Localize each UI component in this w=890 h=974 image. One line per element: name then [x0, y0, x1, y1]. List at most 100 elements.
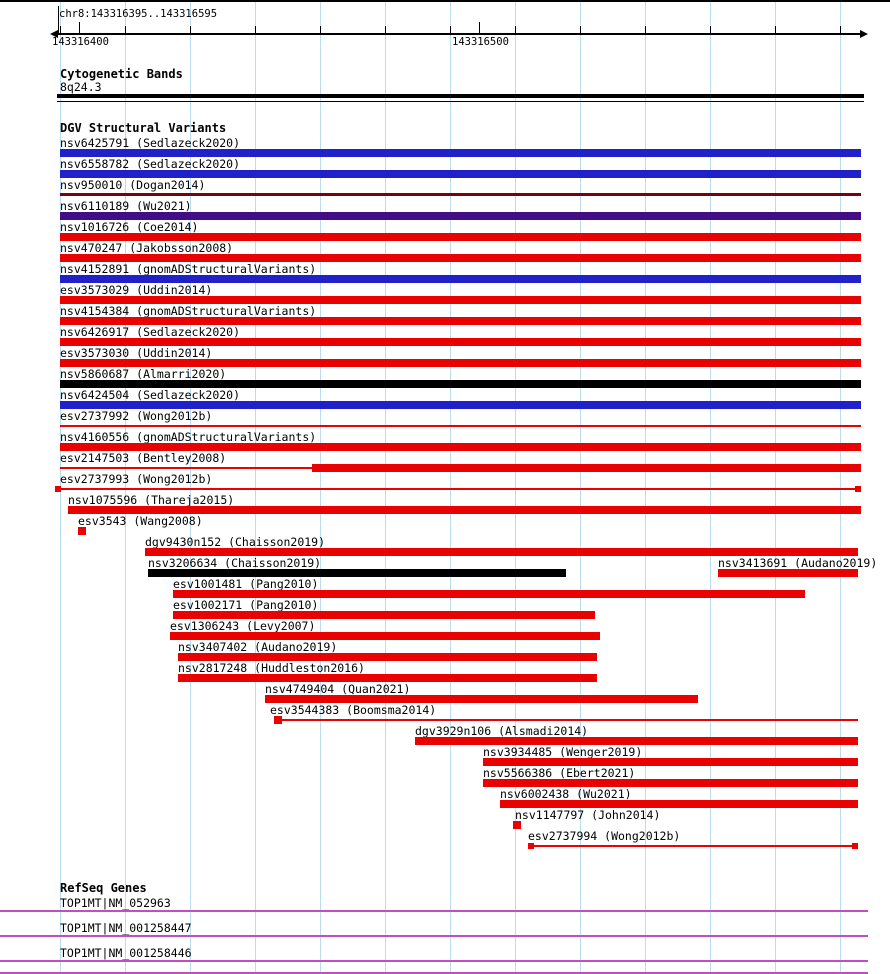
- variant-label[interactable]: nsv4160556 (gnomADStructuralVariants): [60, 430, 317, 444]
- variant-bar[interactable]: [312, 464, 861, 472]
- gene-line[interactable]: [0, 935, 868, 937]
- variant-bar[interactable]: [282, 719, 858, 721]
- gene-line[interactable]: [0, 910, 868, 912]
- variant-label[interactable]: nsv950010 (Dogan2014): [60, 178, 206, 192]
- variant-label[interactable]: nsv4154384 (gnomADStructuralVariants): [60, 304, 317, 318]
- ruler-tick-label: 143316500: [452, 36, 509, 48]
- variant-label[interactable]: nsv3413691 (Audano2019): [718, 556, 878, 570]
- variant-bar[interactable]: [60, 296, 861, 304]
- variant-bar[interactable]: [534, 845, 852, 847]
- variant-bar[interactable]: [528, 843, 534, 849]
- variant-label[interactable]: nsv3206634 (Chaisson2019): [148, 556, 322, 570]
- variant-bar[interactable]: [60, 359, 861, 367]
- variant-label[interactable]: dgv9430n152 (Chaisson2019): [145, 535, 326, 549]
- variant-bar[interactable]: [60, 338, 861, 346]
- variant-bar[interactable]: [178, 674, 597, 682]
- variant-bar[interactable]: [60, 233, 861, 241]
- variant-bar[interactable]: [60, 149, 861, 157]
- variant-bar[interactable]: [718, 569, 858, 577]
- variant-label[interactable]: esv2737994 (Wong2012b): [528, 829, 681, 843]
- variant-bar[interactable]: [855, 486, 861, 492]
- variant-bar[interactable]: [60, 254, 861, 262]
- ruler-tick: [645, 26, 646, 34]
- cytoband-bar[interactable]: [57, 94, 864, 98]
- variant-bar[interactable]: [500, 800, 858, 808]
- ruler-tick: [710, 26, 711, 34]
- variant-label[interactable]: nsv6425791 (Sedlazeck2020): [60, 136, 241, 150]
- variant-label[interactable]: esv3573030 (Uddin2014): [60, 346, 213, 360]
- variant-bar[interactable]: [148, 569, 566, 577]
- variant-label[interactable]: nsv470247 (Jakobsson2008): [60, 241, 234, 255]
- variant-label[interactable]: nsv5566386 (Ebert2021): [483, 766, 636, 780]
- variant-bar[interactable]: [60, 170, 861, 178]
- variant-label[interactable]: esv3573029 (Uddin2014): [60, 283, 213, 297]
- variant-label[interactable]: esv1306243 (Levy2007): [170, 619, 316, 633]
- variant-label[interactable]: nsv4749404 (Quan2021): [265, 682, 411, 696]
- variant-bar[interactable]: [513, 821, 521, 829]
- variant-bar[interactable]: [173, 611, 595, 619]
- variant-label[interactable]: esv2737992 (Wong2012b): [60, 409, 213, 423]
- variant-bar[interactable]: [60, 380, 861, 388]
- variant-label[interactable]: nsv6110189 (Wu2021): [60, 199, 192, 213]
- variant-bar[interactable]: [78, 527, 86, 535]
- gene-line[interactable]: [0, 972, 868, 974]
- variant-bar[interactable]: [55, 486, 61, 492]
- gene-label[interactable]: TOP1MT|NM_001258446: [60, 946, 192, 960]
- variant-label[interactable]: nsv3407402 (Audano2019): [178, 640, 338, 654]
- variant-bar[interactable]: [483, 779, 858, 787]
- variant-bar[interactable]: [170, 632, 600, 640]
- variant-bar[interactable]: [265, 695, 698, 703]
- variant-label[interactable]: dgv3929n106 (Alsmadi2014): [415, 724, 589, 738]
- ruler-tick: [60, 26, 61, 34]
- variant-bar[interactable]: [61, 488, 855, 490]
- variant-label[interactable]: nsv6424504 (Sedlazeck2020): [60, 388, 241, 402]
- variant-bar[interactable]: [483, 758, 858, 766]
- variant-bar[interactable]: [60, 193, 861, 196]
- variant-bar[interactable]: [60, 275, 861, 283]
- variant-bar[interactable]: [60, 212, 861, 220]
- variant-bar[interactable]: [60, 401, 861, 409]
- gene-label[interactable]: TOP1MT|NM_001258447: [60, 921, 192, 935]
- variant-bar[interactable]: [178, 653, 597, 661]
- cytoband-label[interactable]: 8q24.3: [60, 80, 102, 94]
- variant-bar[interactable]: [415, 737, 858, 745]
- variant-bar[interactable]: [145, 548, 858, 556]
- variant-label[interactable]: esv1002171 (Pang2010): [173, 598, 319, 612]
- variant-label[interactable]: nsv5860687 (Almarri2020): [60, 367, 227, 381]
- gene-label[interactable]: TOP1MT|NM_052963: [60, 896, 171, 910]
- ruler-major-tick: [79, 22, 80, 34]
- variant-bar[interactable]: [60, 443, 861, 451]
- ruler-right-arrow-icon: [860, 30, 868, 38]
- variant-bar[interactable]: [274, 716, 282, 724]
- variant-label[interactable]: nsv2817248 (Huddleston2016): [178, 661, 365, 675]
- variant-label[interactable]: nsv1147797 (John2014): [515, 808, 661, 822]
- ruler-tick: [515, 26, 516, 34]
- ruler-tick: [385, 26, 386, 34]
- cytoband-underline[interactable]: [57, 101, 864, 102]
- variant-bar[interactable]: [852, 843, 858, 849]
- gene-line[interactable]: [0, 960, 868, 962]
- variant-label[interactable]: nsv6002438 (Wu2021): [500, 787, 632, 801]
- variant-label[interactable]: nsv1075596 (Thareja2015): [68, 493, 235, 507]
- variant-bar[interactable]: [60, 317, 861, 325]
- variant-label[interactable]: esv1001481 (Pang2010): [173, 577, 319, 591]
- ruler-tick: [125, 26, 126, 34]
- variant-label[interactable]: esv2147503 (Bentley2008): [60, 451, 227, 465]
- variant-bar[interactable]: [173, 590, 805, 598]
- variant-label[interactable]: nsv6426917 (Sedlazeck2020): [60, 325, 241, 339]
- variant-bar[interactable]: [60, 467, 312, 469]
- variant-label[interactable]: esv3543 (Wang2008): [78, 514, 203, 528]
- variant-label[interactable]: nsv3934485 (Wenger2019): [483, 745, 643, 759]
- variant-label[interactable]: nsv4152891 (gnomADStructuralVariants): [60, 262, 317, 276]
- region-start-marker: [58, 6, 59, 34]
- variant-label[interactable]: nsv6558782 (Sedlazeck2020): [60, 157, 241, 171]
- variant-label[interactable]: nsv1016726 (Coe2014): [60, 220, 199, 234]
- variant-bar[interactable]: [68, 506, 861, 514]
- variant-label[interactable]: esv3544383 (Boomsma2014): [270, 703, 437, 717]
- ruler-tick: [320, 26, 321, 34]
- dgv-structural-variants-title: DGV Structural Variants: [60, 121, 227, 135]
- variant-bar[interactable]: [60, 425, 861, 427]
- variant-label[interactable]: esv2737993 (Wong2012b): [60, 472, 213, 486]
